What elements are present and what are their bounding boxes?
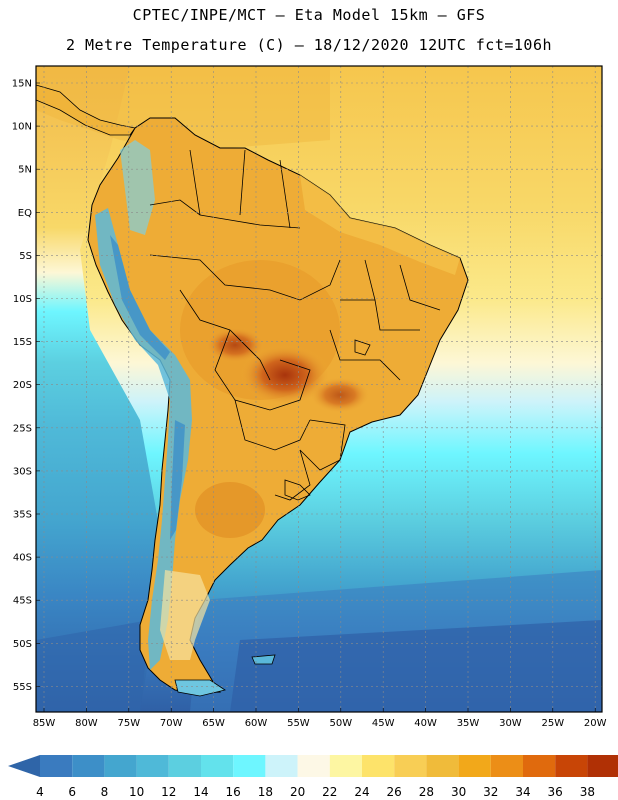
colorbar-swatch [168, 755, 201, 777]
latitude-label: 20S [13, 380, 32, 391]
longitude-label: 80W [75, 718, 98, 729]
colorbar-swatch [490, 755, 523, 777]
latitude-label: 40S [13, 553, 32, 564]
latitude-label: 35S [13, 510, 32, 521]
colorbar-swatch [555, 755, 588, 777]
temperature-colorbar: 4 6 8 10 12 14 16 18 20 22 24 26 28 30 32 34 36 38 [8, 755, 618, 799]
colorbar-label: 6 [68, 785, 76, 799]
colorbar-swatch [104, 755, 137, 777]
longitude-label: 30W [499, 718, 522, 729]
colorbar-swatch [72, 755, 105, 777]
latitude-label: 55S [13, 682, 32, 693]
colorbar-swatch [201, 755, 234, 777]
latitude-label: 10S [13, 294, 32, 305]
colorbar-swatch [265, 755, 298, 777]
colorbar-swatch [587, 755, 618, 777]
longitude-label: 75W [117, 718, 140, 729]
colorbar-swatch [40, 755, 73, 777]
colorbar-label: 36 [548, 785, 563, 799]
latitude-label: 5S [19, 251, 32, 262]
latitude-labels: 15N 10N 5N EQ 5S 10S 15S 20S 25S 30S 35S 40S 45S 50S 5… [12, 79, 32, 693]
colorbar-label: 18 [258, 785, 273, 799]
colorbar-label: 8 [101, 785, 109, 799]
colorbar-label: 34 [515, 785, 530, 799]
longitude-label: 65W [202, 718, 225, 729]
colorbar-label: 20 [290, 785, 305, 799]
colorbar-swatch [329, 755, 362, 777]
latitude-label: 15S [13, 337, 32, 348]
colorbar-label: 38 [580, 785, 595, 799]
latitude-label: 30S [13, 466, 32, 477]
south-america-landmass [35, 84, 469, 697]
longitude-label: 25W [541, 718, 564, 729]
longitude-label: 20W [584, 718, 607, 729]
longitude-labels: 85W 80W 75W 70W 65W 60W 55W 50W 45W 40W 35W 30W 25W 2… [33, 718, 607, 729]
colorbar-label: 22 [322, 785, 337, 799]
colorbar-label: 24 [354, 785, 369, 799]
colorbar-label: 10 [129, 785, 144, 799]
longitude-label: 40W [414, 718, 437, 729]
colorbar-label: 14 [193, 785, 208, 799]
colorbar-label: 12 [161, 785, 176, 799]
latitude-label: 25S [13, 423, 32, 434]
latitude-label: 50S [13, 639, 32, 650]
colorbar-swatch [362, 755, 395, 777]
colorbar-label: 32 [483, 785, 498, 799]
colorbar-label: 26 [387, 785, 402, 799]
map-title-line1: CPTEC/INPE/MCT – Eta Model 15km – GFS [132, 6, 486, 24]
lat-lon-grid [36, 66, 602, 712]
colorbar-swatch [523, 755, 556, 777]
colorbar-swatch [394, 755, 427, 777]
colorbar-swatch [233, 755, 266, 777]
colorbar-label: 16 [226, 785, 241, 799]
latitude-label: 45S [13, 596, 32, 607]
latitude-label: 5N [18, 165, 32, 176]
longitude-label: 45W [372, 718, 395, 729]
colorbar-swatch [136, 755, 169, 777]
colorbar-swatch [297, 755, 330, 777]
longitude-label: 85W [33, 718, 56, 729]
colorbar-label: 30 [451, 785, 466, 799]
colorbar-label: 28 [419, 785, 434, 799]
colorbar-swatch [458, 755, 491, 777]
latitude-label: 10N [12, 122, 32, 133]
map-frame [35, 65, 603, 713]
latitude-label: 15N [12, 79, 32, 90]
longitude-label: 55W [287, 718, 310, 729]
longitude-label: 60W [245, 718, 268, 729]
map-title-line2: 2 Metre Temperature (C) – 18/12/2020 12U… [65, 36, 553, 54]
longitude-label: 50W [329, 718, 352, 729]
colorbar-label: 4 [36, 785, 44, 799]
longitude-label: 70W [160, 718, 183, 729]
colorbar-swatch [426, 755, 459, 777]
country-borders [149, 149, 441, 501]
colorbar-low-arrow [8, 755, 40, 777]
latitude-label: EQ [18, 208, 32, 219]
longitude-label: 35W [457, 718, 480, 729]
